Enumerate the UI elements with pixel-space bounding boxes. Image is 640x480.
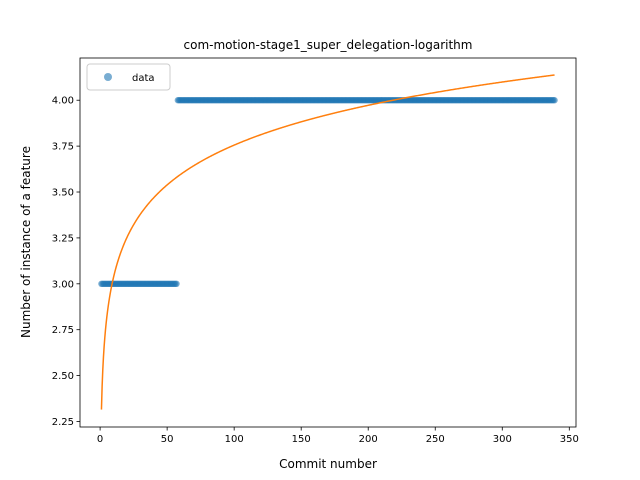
chart-title: com-motion-stage1_super_delegation-logar… xyxy=(184,38,473,52)
data-point xyxy=(173,280,180,288)
x-axis-label: Commit number xyxy=(279,457,377,471)
y-tick-label: 2.75 xyxy=(52,325,74,336)
y-tick-label: 2.50 xyxy=(52,371,74,382)
x-tick-label: 0 xyxy=(97,434,103,445)
axes-frame xyxy=(79,57,577,428)
x-tick-label: 350 xyxy=(560,434,579,445)
y-tick-label: 3.50 xyxy=(52,188,74,199)
fit-curve xyxy=(100,74,555,410)
legend-box xyxy=(86,63,171,91)
x-tick-label: 50 xyxy=(161,434,174,445)
y-axis-label: Number of instance of a feature xyxy=(19,146,33,338)
y-tick-label: 3.00 xyxy=(52,279,74,290)
y-tick-label: 4.00 xyxy=(52,96,74,107)
y-tick-label: 2.25 xyxy=(52,417,74,428)
data-point xyxy=(551,97,558,104)
axes: 0 50 100 150 200 250 300 350 2.25 2.50 2.75 3.00 3.2… xyxy=(52,57,579,445)
y-tick-label: 3.25 xyxy=(52,233,74,244)
x-tick-label: 250 xyxy=(426,434,445,445)
x-tick-label: 150 xyxy=(292,434,311,445)
plot-area xyxy=(98,74,558,410)
x-tick-label: 300 xyxy=(493,434,512,445)
x-tick-label: 100 xyxy=(225,434,244,445)
legend-marker-data xyxy=(104,73,112,81)
legend: data xyxy=(86,63,171,91)
y-tick-label: 3.75 xyxy=(52,142,74,153)
x-tick-label: 200 xyxy=(359,434,378,445)
legend-label-data: data xyxy=(132,73,155,84)
